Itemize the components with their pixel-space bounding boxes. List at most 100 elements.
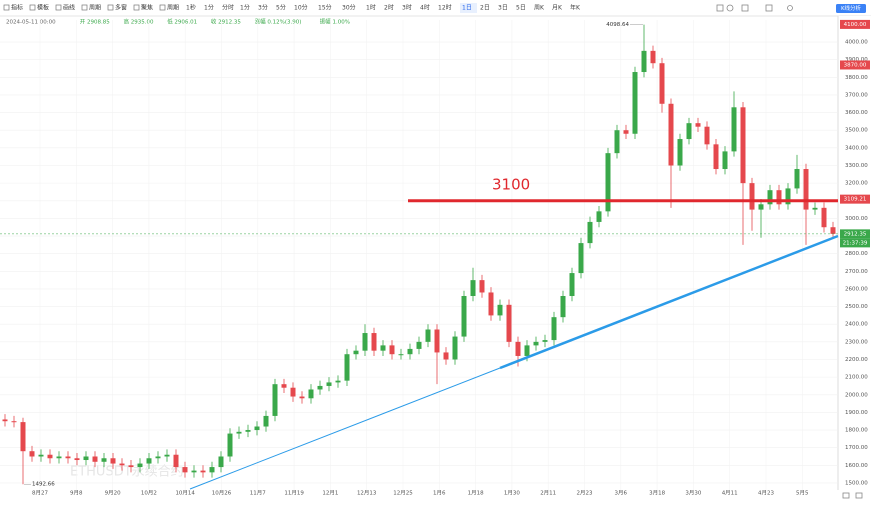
y-tick-label: 3000.00 <box>845 216 868 222</box>
candle-body <box>488 292 494 316</box>
candle-body <box>767 190 773 205</box>
watermark: ETHUSDT永续合约 <box>70 465 184 480</box>
period-button[interactable]: 周K <box>534 5 545 12</box>
ohlc-info: 开 2908.85 <box>80 19 110 26</box>
candle-body <box>785 188 791 205</box>
tool-button[interactable]: 多窗 <box>115 4 127 12</box>
candle-body <box>416 341 422 349</box>
period-button[interactable]: 月K <box>552 5 563 12</box>
y-axis-panel <box>838 16 871 503</box>
y-tick-label: 1500.00 <box>845 480 868 486</box>
candle-body <box>758 204 764 210</box>
candle-body <box>704 126 710 145</box>
x-tick-label: 11月7 <box>250 490 266 497</box>
y-tick-label: 3500.00 <box>845 128 868 134</box>
x-tick-label: 3月6 <box>615 490 628 497</box>
period-button[interactable]: 年K <box>570 4 581 12</box>
candle-body <box>164 454 170 457</box>
x-tick-label: 12月13 <box>357 490 377 497</box>
candle-body <box>623 130 629 134</box>
price-label-bg <box>840 60 870 70</box>
tool-button[interactable]: 模板 <box>37 4 49 12</box>
period-button[interactable]: 10分 <box>294 4 308 12</box>
tool-button[interactable]: 指标 <box>11 4 23 12</box>
x-tick-label: 5月5 <box>796 490 809 497</box>
price-label-bg <box>840 194 870 204</box>
candle-body <box>101 458 107 462</box>
period-button[interactable]: 3分 <box>258 4 268 12</box>
tool-icon <box>107 4 114 11</box>
tool-icon <box>55 4 62 11</box>
candle-body <box>470 280 476 297</box>
period-button[interactable]: 12时 <box>438 4 452 12</box>
candle-body <box>641 50 647 73</box>
x-tick-label: 9月8 <box>70 490 83 497</box>
candle-body <box>128 465 134 468</box>
ohlc-info: 收 2912.35 <box>211 18 241 26</box>
period-button[interactable]: 3日 <box>498 5 508 12</box>
candle-body <box>713 144 719 170</box>
y-tick-label: 1800.00 <box>845 428 868 434</box>
candle-body <box>20 422 26 452</box>
period-button[interactable]: 1秒 <box>186 4 196 12</box>
candle-body <box>362 333 368 351</box>
candle-body <box>506 304 512 342</box>
ohlc-info: 振幅 1.00% <box>320 18 350 26</box>
candle-body <box>65 456 71 459</box>
candle-body <box>524 345 530 356</box>
price-label-bg <box>840 19 870 29</box>
trend-line-thin <box>189 367 501 490</box>
period-button[interactable]: 5分 <box>276 4 286 12</box>
tool-icon <box>3 4 10 11</box>
period-button[interactable]: 15分 <box>318 4 332 12</box>
candle-body <box>434 329 440 353</box>
period-button[interactable]: 1时 <box>366 4 376 12</box>
candle-body <box>299 396 305 399</box>
candle-body <box>182 467 188 473</box>
candle-body <box>776 190 782 205</box>
tool-icon <box>133 4 140 11</box>
price-label: 3109.21 <box>844 197 867 203</box>
candle-body <box>515 341 521 356</box>
candle-body <box>29 451 35 457</box>
price-label-bg <box>840 229 870 239</box>
tool-button[interactable]: 聚焦 <box>141 4 153 12</box>
x-tick-label: 1月18 <box>468 490 484 497</box>
period-button[interactable]: 30分 <box>342 4 356 12</box>
period-button[interactable]: 3时 <box>402 4 412 12</box>
period-button[interactable]: 5日 <box>516 5 526 12</box>
y-tick-label: 3700.00 <box>845 92 868 98</box>
candle-body <box>119 463 125 466</box>
period-button[interactable]: 4时 <box>420 4 430 12</box>
x-tick-label: 2月23 <box>577 490 593 497</box>
y-tick-label: 2600.00 <box>845 286 868 292</box>
x-tick-label: 2月11 <box>540 490 556 497</box>
candle-body <box>695 123 701 127</box>
candle-body <box>749 183 755 210</box>
period-button[interactable]: 1分 <box>204 4 214 12</box>
period-button[interactable]: 1分 <box>240 4 250 12</box>
x-tick-label: 4月11 <box>722 490 738 497</box>
tool-button[interactable]: 周期 <box>167 4 179 12</box>
y-tick-label: 1700.00 <box>845 445 868 451</box>
ohlc-info: 涨幅 0.12%(3.90) <box>255 18 302 26</box>
period-button[interactable]: 2时 <box>384 4 394 12</box>
low-label: 1492.66 <box>32 482 55 488</box>
candle-body <box>596 211 602 222</box>
tool-button[interactable]: 画线 <box>63 4 75 12</box>
period-button[interactable]: 分时 <box>222 4 234 12</box>
candle-body <box>632 72 638 134</box>
period-button[interactable]: 2日 <box>480 5 490 12</box>
candle-body <box>110 458 116 464</box>
x-tick-label: 10月26 <box>212 490 232 497</box>
candle-body <box>227 433 233 457</box>
y-tick-label: 2700.00 <box>845 269 868 275</box>
analysis-button[interactable]: K线分析 <box>841 4 862 12</box>
trend-line <box>499 234 839 370</box>
candle-body <box>722 151 728 170</box>
tool-button[interactable]: 周期 <box>89 4 101 12</box>
candle-body <box>353 350 359 355</box>
period-button[interactable]: 1日 <box>462 5 472 12</box>
candle-body <box>38 454 44 457</box>
